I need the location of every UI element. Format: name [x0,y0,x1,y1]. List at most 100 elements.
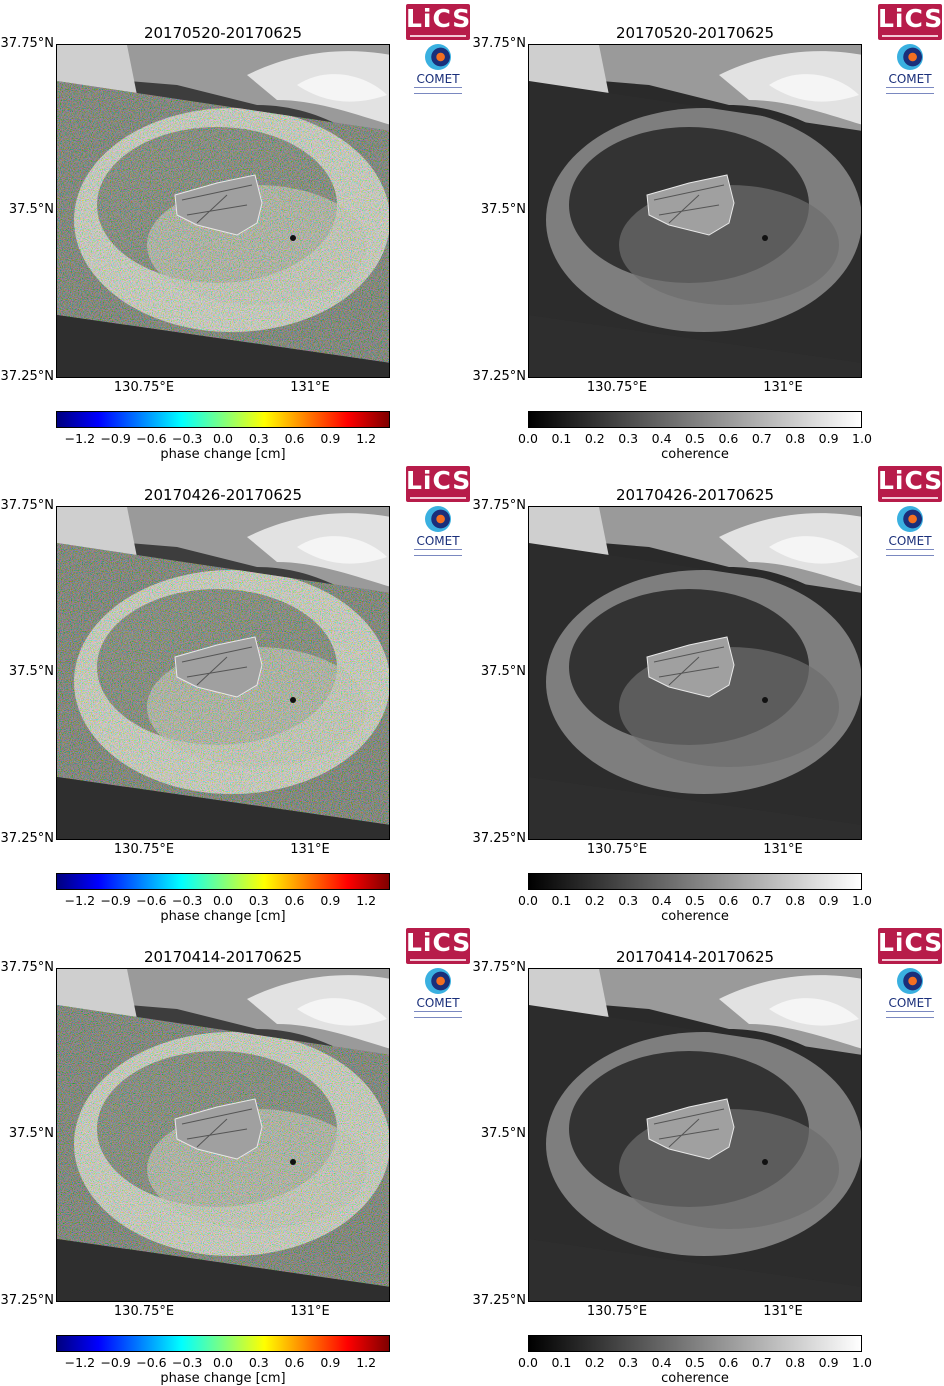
lics-logo-text: LiCS [406,466,471,495]
colorbar-tick-label: −1.2 [65,1355,95,1370]
x-tick-label: 131°E [763,842,803,857]
colorbar-tick-label: 0.3 [249,431,269,446]
colorbar [56,1335,390,1352]
lics-logo-text: LiCS [878,4,943,33]
lics-logo-text: LiCS [406,928,471,957]
comet-tagline [414,1011,462,1018]
colorbar-tick-label: 0.5 [685,431,705,446]
x-tick-label: 131°E [763,380,803,395]
coherence-image [529,507,862,840]
comet-tagline [414,549,462,556]
colorbar-tick-label: 0.0 [213,1355,233,1370]
y-tick-label: 37.25°N [472,1293,526,1308]
phase-panel: 20170414-20170625 37.75°N 37.5°N 37.25°N 130… [0,924,472,1386]
comet-logo-text: COMET [880,996,940,1010]
colorbar-tick-label: −0.3 [172,1355,202,1370]
colorbar-label: coherence [528,1371,862,1386]
comet-logo: COMET [408,44,468,100]
colorbar-tick-label: 0.6 [285,1355,305,1370]
colorbar-tick-label: 0.7 [752,893,772,908]
colorbar-label: coherence [528,909,862,924]
colorbar-tick-label: 0.9 [320,431,340,446]
comet-tagline [886,549,934,556]
colorbar-tick-label: 0.2 [585,431,605,446]
colorbar-tick-label: 0.0 [518,1355,538,1370]
colorbar-tick-label: 0.4 [652,893,672,908]
colorbar-tick-label: 1.2 [356,893,376,908]
colorbar-tick-label: −0.3 [172,893,202,908]
colorbar-tick-label: 0.4 [652,1355,672,1370]
colorbar-label: phase change [cm] [56,1371,390,1386]
panel-title: 20170414-20170625 [56,948,390,966]
colorbar-tick-label: 0.6 [718,893,738,908]
colorbar-tick-label: 0.3 [618,431,638,446]
colorbar-tick-label: 0.9 [320,1355,340,1370]
x-tick-label: 130.75°E [114,1304,174,1319]
interferogram-image [57,507,390,840]
colorbar-tick-label: 0.0 [213,893,233,908]
comet-logo-text: COMET [408,534,468,548]
colorbar-tick-label: 0.7 [752,1355,772,1370]
colorbar-tick-label: 0.9 [819,893,839,908]
lics-logo: LiCS [878,466,942,502]
colorbar-tick-label: 1.0 [852,1355,872,1370]
interferogram-image [57,969,390,1302]
comet-logo: COMET [880,506,940,562]
comet-logo: COMET [408,506,468,562]
lics-logo: LiCS [878,928,942,964]
colorbar-tick-label: 1.2 [356,431,376,446]
colorbar-tick-label: 0.1 [551,431,571,446]
coherence-image [529,45,862,378]
lics-logo: LiCS [406,928,470,964]
comet-emblem-icon [897,506,923,532]
colorbar-tick-label: 0.7 [752,431,772,446]
colorbar-tick-label: −0.6 [136,1355,166,1370]
colorbar-tick-label: 0.2 [585,1355,605,1370]
comet-logo-text: COMET [408,72,468,86]
x-tick-label: 130.75°E [587,1304,647,1319]
comet-tagline [414,87,462,94]
colorbar-tick-label: 0.5 [685,1355,705,1370]
lics-logo-text: LiCS [878,466,943,495]
colorbar-tick-label: −1.2 [65,431,95,446]
map-frame [528,44,862,378]
colorbar-tick-label: −1.2 [65,893,95,908]
colorbar-tick-label: 0.3 [618,1355,638,1370]
colorbar-tick-label: 0.4 [652,431,672,446]
colorbar-tick-label: 1.0 [852,431,872,446]
y-tick-label: 37.25°N [472,369,526,384]
x-tick-label: 130.75°E [114,842,174,857]
y-tick-label: 37.75°N [0,960,54,975]
colorbar-tick-label: 0.6 [285,431,305,446]
colorbar [56,873,390,890]
lics-logo: LiCS [406,466,470,502]
y-tick-label: 37.5°N [0,664,54,679]
colorbar-tick-label: −0.9 [100,431,130,446]
colorbar-tick-label: 1.0 [852,893,872,908]
lics-logo: LiCS [406,4,470,40]
colorbar-tick-label: 0.0 [518,893,538,908]
colorbar-tick-label: 0.6 [285,893,305,908]
comet-logo: COMET [408,968,468,1024]
x-tick-label: 131°E [290,1304,330,1319]
comet-tagline [886,87,934,94]
x-tick-label: 130.75°E [587,380,647,395]
interferogram-image [57,45,390,378]
y-tick-label: 37.5°N [472,1126,526,1141]
colorbar-tick-label: −0.6 [136,893,166,908]
coherence-panel: 20170414-20170625 37.75°N 37.5°N 37.25°N 130… [472,924,944,1386]
comet-logo-text: COMET [880,72,940,86]
comet-tagline [886,1011,934,1018]
colorbar-tick-label: 0.8 [785,431,805,446]
map-frame [56,506,390,840]
panel-title: 20170414-20170625 [528,948,862,966]
colorbar-tick-label: 0.3 [618,893,638,908]
colorbar-tick-label: 0.9 [819,431,839,446]
y-tick-label: 37.25°N [472,831,526,846]
lics-tagline [882,497,938,499]
colorbar-tick-label: 0.6 [718,1355,738,1370]
colorbar-tick-label: 0.3 [249,1355,269,1370]
y-tick-label: 37.25°N [0,1293,54,1308]
comet-emblem-icon [897,44,923,70]
colorbar-tick-label: 0.9 [320,893,340,908]
